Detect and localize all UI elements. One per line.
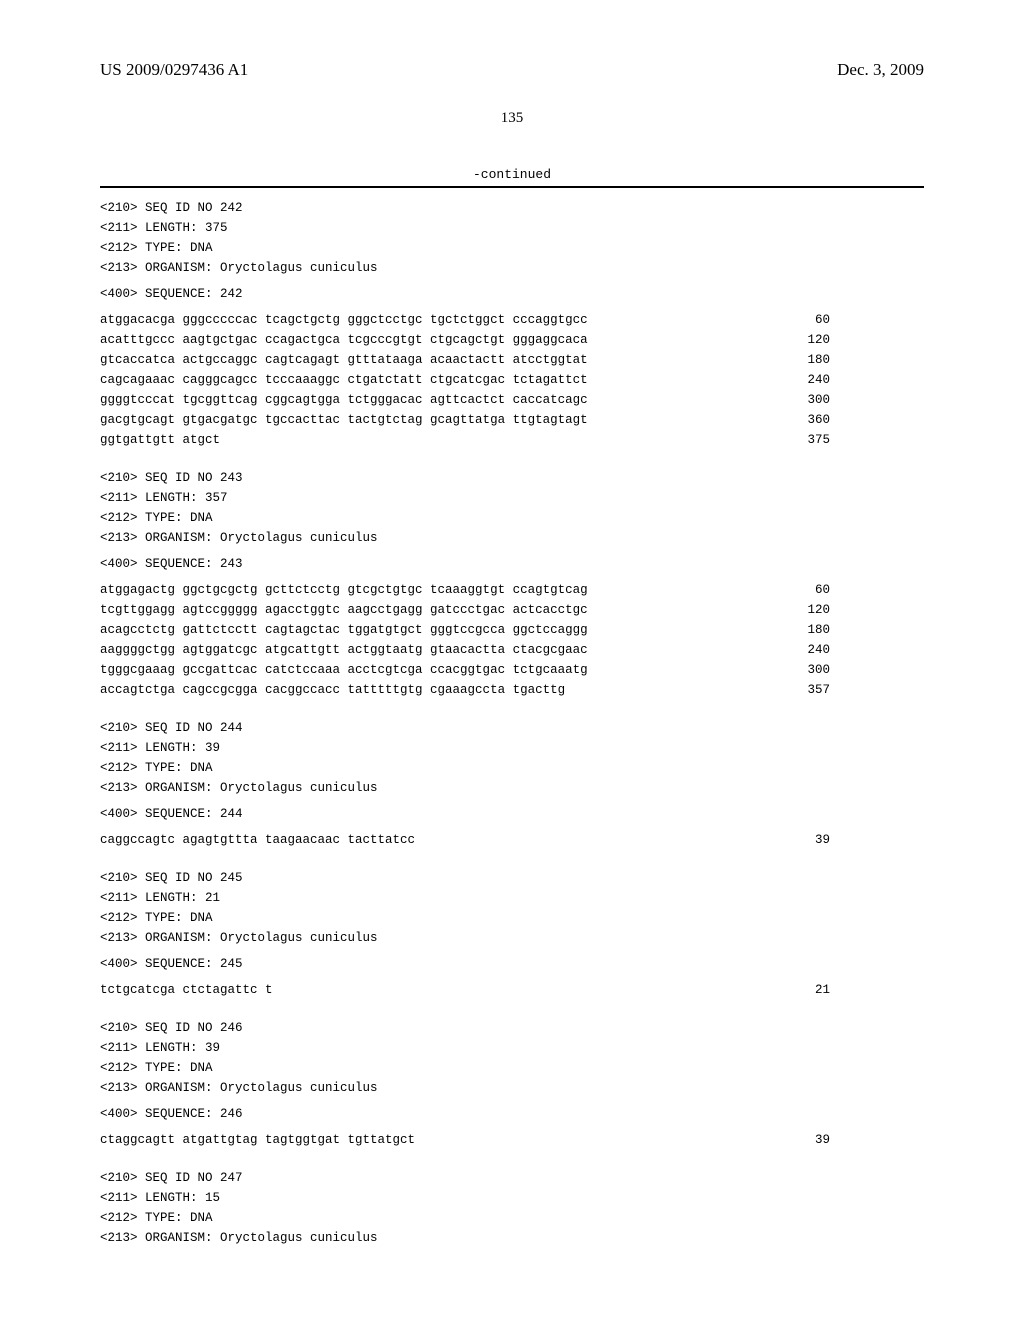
- sequence-block: <210> SEQ ID NO 242 <211> LENGTH: 375 <2…: [100, 198, 924, 450]
- sequence-position: 39: [815, 1130, 830, 1150]
- sequence-text: tcgttggagg agtccggggg agacctggtc aagcctg…: [100, 600, 588, 620]
- sequence-text: aaggggctgg agtggatcgc atgcattgtt actggta…: [100, 640, 588, 660]
- sequence-text: ggtgattgtt atgct: [100, 430, 220, 450]
- sequence-line: tctgcatcga ctctagattc t 21: [100, 980, 830, 1000]
- sequence-lines: tctgcatcga ctctagattc t 21: [100, 980, 924, 1000]
- sequence-text: atggagactg ggctgcgctg gcttctcctg gtcgctg…: [100, 580, 588, 600]
- sequence-line: atggacacga gggcccccac tcagctgctg gggctcc…: [100, 310, 830, 330]
- sequence-header: <210> SEQ ID NO 244 <211> LENGTH: 39 <21…: [100, 718, 924, 798]
- sequence-line: caggccagtc agagtgttta taagaacaac tacttat…: [100, 830, 830, 850]
- sequence-label: <400> SEQUENCE: 242: [100, 284, 924, 304]
- sequence-header: <210> SEQ ID NO 243 <211> LENGTH: 357 <2…: [100, 468, 924, 548]
- sequence-position: 360: [807, 410, 830, 430]
- sequence-position: 240: [807, 640, 830, 660]
- sequence-position: 120: [807, 330, 830, 350]
- sequence-listing: <210> SEQ ID NO 242 <211> LENGTH: 375 <2…: [100, 198, 924, 1248]
- page-number: 135: [100, 110, 924, 127]
- sequence-header: <210> SEQ ID NO 246 <211> LENGTH: 39 <21…: [100, 1018, 924, 1098]
- sequence-position: 60: [815, 310, 830, 330]
- sequence-line: gacgtgcagt gtgacgatgc tgccacttac tactgtc…: [100, 410, 830, 430]
- sequence-position: 240: [807, 370, 830, 390]
- sequence-text: ggggtcccat tgcggttcag cggcagtgga tctggga…: [100, 390, 588, 410]
- sequence-block: <210> SEQ ID NO 246 <211> LENGTH: 39 <21…: [100, 1018, 924, 1150]
- sequence-text: tgggcgaaag gccgattcac catctccaaa acctcgt…: [100, 660, 588, 680]
- page-header: US 2009/0297436 A1 Dec. 3, 2009: [100, 60, 924, 80]
- sequence-position: 21: [815, 980, 830, 1000]
- sequence-lines: atggacacga gggcccccac tcagctgctg gggctcc…: [100, 310, 924, 450]
- sequence-block: <210> SEQ ID NO 245 <211> LENGTH: 21 <21…: [100, 868, 924, 1000]
- sequence-position: 180: [807, 350, 830, 370]
- sequence-position: 300: [807, 390, 830, 410]
- sequence-lines: atggagactg ggctgcgctg gcttctcctg gtcgctg…: [100, 580, 924, 700]
- sequence-text: caggccagtc agagtgttta taagaacaac tacttat…: [100, 830, 415, 850]
- sequence-line: tgggcgaaag gccgattcac catctccaaa acctcgt…: [100, 660, 830, 680]
- sequence-position: 60: [815, 580, 830, 600]
- sequence-line: cagcagaaac cagggcagcc tcccaaaggc ctgatct…: [100, 370, 830, 390]
- sequence-position: 300: [807, 660, 830, 680]
- sequence-header: <210> SEQ ID NO 242 <211> LENGTH: 375 <2…: [100, 198, 924, 278]
- sequence-line: ggtgattgtt atgct 375: [100, 430, 830, 450]
- sequence-label: <400> SEQUENCE: 246: [100, 1104, 924, 1124]
- sequence-line: acagcctctg gattctcctt cagtagctac tggatgt…: [100, 620, 830, 640]
- sequence-block: <210> SEQ ID NO 243 <211> LENGTH: 357 <2…: [100, 468, 924, 700]
- sequence-position: 180: [807, 620, 830, 640]
- continued-label: -continued: [100, 167, 924, 182]
- publication-number: US 2009/0297436 A1: [100, 60, 248, 80]
- sequence-lines: ctaggcagtt atgattgtag tagtggtgat tgttatg…: [100, 1130, 924, 1150]
- sequence-label: <400> SEQUENCE: 243: [100, 554, 924, 574]
- sequence-lines: caggccagtc agagtgttta taagaacaac tacttat…: [100, 830, 924, 850]
- sequence-text: gtcaccatca actgccaggc cagtcagagt gtttata…: [100, 350, 588, 370]
- sequence-line: ggggtcccat tgcggttcag cggcagtgga tctggga…: [100, 390, 830, 410]
- sequence-text: accagtctga cagccgcgga cacggccacc tattttt…: [100, 680, 565, 700]
- sequence-line: acatttgccc aagtgctgac ccagactgca tcgcccg…: [100, 330, 830, 350]
- sequence-text: ctaggcagtt atgattgtag tagtggtgat tgttatg…: [100, 1130, 415, 1150]
- patent-page: US 2009/0297436 A1 Dec. 3, 2009 135 -con…: [0, 0, 1024, 1320]
- sequence-text: tctgcatcga ctctagattc t: [100, 980, 273, 1000]
- sequence-line: gtcaccatca actgccaggc cagtcagagt gtttata…: [100, 350, 830, 370]
- sequence-line: tcgttggagg agtccggggg agacctggtc aagcctg…: [100, 600, 830, 620]
- sequence-line: ctaggcagtt atgattgtag tagtggtgat tgttatg…: [100, 1130, 830, 1150]
- sequence-position: 120: [807, 600, 830, 620]
- sequence-block: <210> SEQ ID NO 247 <211> LENGTH: 15 <21…: [100, 1168, 924, 1248]
- sequence-text: acagcctctg gattctcctt cagtagctac tggatgt…: [100, 620, 588, 640]
- sequence-line: aaggggctgg agtggatcgc atgcattgtt actggta…: [100, 640, 830, 660]
- sequence-position: 357: [807, 680, 830, 700]
- sequence-header: <210> SEQ ID NO 245 <211> LENGTH: 21 <21…: [100, 868, 924, 948]
- sequence-text: atggacacga gggcccccac tcagctgctg gggctcc…: [100, 310, 588, 330]
- sequence-position: 39: [815, 830, 830, 850]
- sequence-block: <210> SEQ ID NO 244 <211> LENGTH: 39 <21…: [100, 718, 924, 850]
- sequence-label: <400> SEQUENCE: 245: [100, 954, 924, 974]
- sequence-header: <210> SEQ ID NO 247 <211> LENGTH: 15 <21…: [100, 1168, 924, 1248]
- sequence-text: cagcagaaac cagggcagcc tcccaaaggc ctgatct…: [100, 370, 588, 390]
- publication-date: Dec. 3, 2009: [837, 60, 924, 80]
- sequence-label: <400> SEQUENCE: 244: [100, 804, 924, 824]
- sequence-position: 375: [807, 430, 830, 450]
- sequence-line: atggagactg ggctgcgctg gcttctcctg gtcgctg…: [100, 580, 830, 600]
- sequence-text: gacgtgcagt gtgacgatgc tgccacttac tactgtc…: [100, 410, 588, 430]
- divider: [100, 186, 924, 188]
- sequence-text: acatttgccc aagtgctgac ccagactgca tcgcccg…: [100, 330, 588, 350]
- sequence-line: accagtctga cagccgcgga cacggccacc tattttt…: [100, 680, 830, 700]
